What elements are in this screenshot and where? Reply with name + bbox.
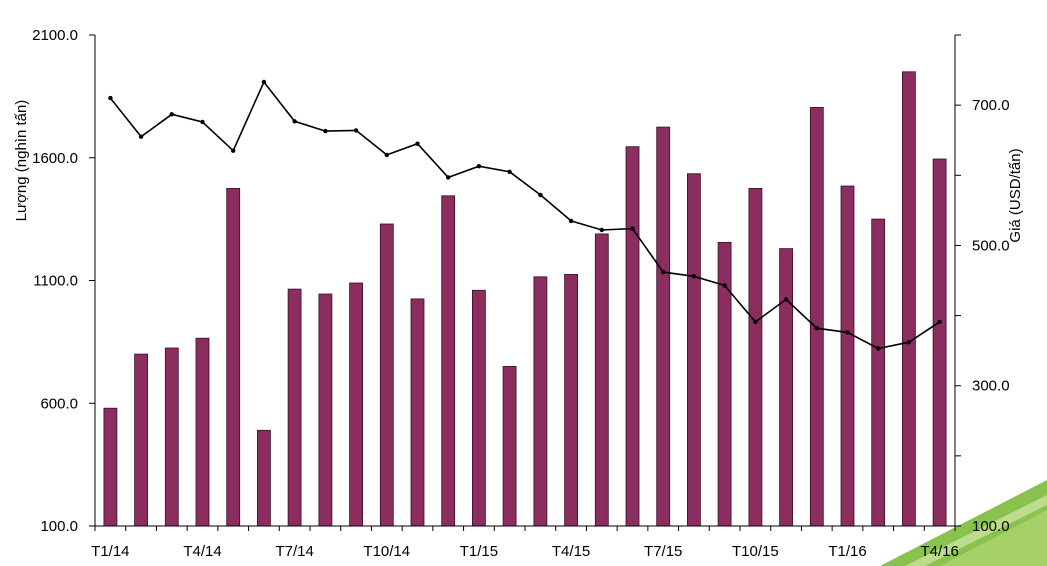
bar-T6/14 — [256, 429, 271, 527]
line-series — [108, 79, 942, 351]
y-right-tick-label: 500.0 — [972, 237, 1010, 254]
x-tick-label: T1/16 — [828, 543, 866, 560]
line-point-T5/15 — [599, 227, 604, 233]
bar-T4/14 — [195, 337, 210, 527]
bar-T7/15 — [656, 126, 671, 527]
x-tick-label: T7/14 — [275, 543, 313, 560]
bar-T2/16 — [871, 218, 886, 527]
line-point-T2/15 — [507, 169, 512, 174]
line-point-T1/14 — [108, 95, 113, 101]
bar-T8/15 — [687, 173, 701, 527]
line-point-T7/14 — [292, 119, 297, 124]
y-right-axis-title: Giá (USD/tấn) — [1007, 148, 1024, 242]
line-point-T11/14 — [415, 141, 420, 146]
line-point-T3/16 — [906, 340, 912, 345]
line-point-T1/16 — [845, 330, 850, 335]
y-left-tick-label: 600.0 — [40, 395, 78, 412]
bar-T4/16 — [932, 158, 947, 527]
line-point-T11/15 — [783, 297, 789, 302]
bar-T3/15 — [533, 276, 548, 527]
line-point-T3/14 — [169, 112, 174, 117]
line-point-T7/15 — [661, 269, 666, 275]
x-tick-label: T4/15 — [552, 543, 590, 560]
line-point-T12/15 — [814, 326, 819, 331]
bar-T1/16 — [840, 185, 855, 527]
y-left-tick-label: 100.0 — [40, 518, 78, 535]
line-point-T2/14 — [138, 134, 144, 139]
line-point-T10/14 — [384, 152, 389, 158]
line-point-T4/16 — [937, 319, 942, 325]
y-left-tick-label: 1100.0 — [33, 273, 78, 290]
line-point-T12/14 — [446, 175, 451, 180]
axis-labels: 100.0 600.0 1100.0 1600.0 2100.0 100.0 300.0 50… — [13, 27, 1024, 560]
line-point-T9/14 — [353, 128, 359, 133]
line-point-T4/15 — [568, 218, 574, 224]
bar-T11/15 — [779, 248, 793, 527]
x-tick-label: T10/15 — [732, 543, 779, 560]
bar-T3/14 — [164, 347, 179, 527]
line-point-T5/14 — [231, 148, 236, 153]
y-left-axis-title: Lượng (nghìn tấn) — [13, 100, 30, 222]
bar-T12/15 — [809, 107, 824, 527]
line-point-T3/15 — [538, 192, 543, 198]
bar-T9/14 — [349, 282, 364, 527]
bar-T12/14 — [441, 195, 456, 527]
line-point-T8/15 — [691, 274, 697, 279]
line-point-T4/14 — [200, 119, 205, 125]
bar-T4/15 — [564, 273, 578, 527]
line-point-T1/15 — [476, 164, 482, 169]
bar-T7/14 — [287, 288, 302, 527]
x-tick-label: T1/14 — [91, 543, 129, 560]
y-right-tick-label: 100.0 — [972, 518, 1010, 535]
bar-T5/15 — [594, 233, 609, 527]
corner-accent-decoration — [880, 480, 1047, 566]
bar-T5/14 — [226, 187, 241, 527]
bar-T6/15 — [625, 146, 640, 527]
y-right-tick-label: 300.0 — [972, 378, 1010, 395]
bar-T1/14 — [103, 407, 118, 527]
x-tick-label: T4/14 — [183, 543, 221, 560]
line-point-T10/15 — [753, 319, 758, 325]
price-line — [109, 80, 941, 350]
line-point-T8/14 — [323, 128, 328, 134]
y-right-tick-label: 700.0 — [972, 97, 1010, 114]
x-tick-label: T10/14 — [363, 543, 410, 560]
bar-T11/14 — [410, 298, 425, 527]
x-tick-label: T7/15 — [644, 543, 682, 560]
bar-T10/14 — [379, 223, 394, 527]
axes — [89, 34, 961, 531]
bar-T10/15 — [748, 187, 763, 527]
y-left-tick-label: 2100.0 — [32, 27, 78, 44]
line-point-T6/15 — [630, 226, 635, 231]
x-tick-label: T4/16 — [920, 543, 958, 560]
bar-T2/15 — [502, 365, 517, 527]
y-left-tick-label: 1600.0 — [32, 150, 78, 167]
line-point-T2/16 — [876, 346, 881, 351]
bar-T8/14 — [318, 293, 333, 527]
bar-T3/16 — [902, 71, 916, 527]
line-point-T9/15 — [722, 283, 727, 288]
bar-T1/15 — [471, 289, 486, 527]
bar-T2/14 — [134, 353, 149, 527]
x-tick-label: T1/15 — [460, 543, 498, 560]
line-point-T6/14 — [261, 79, 267, 85]
bar-series — [103, 71, 947, 527]
